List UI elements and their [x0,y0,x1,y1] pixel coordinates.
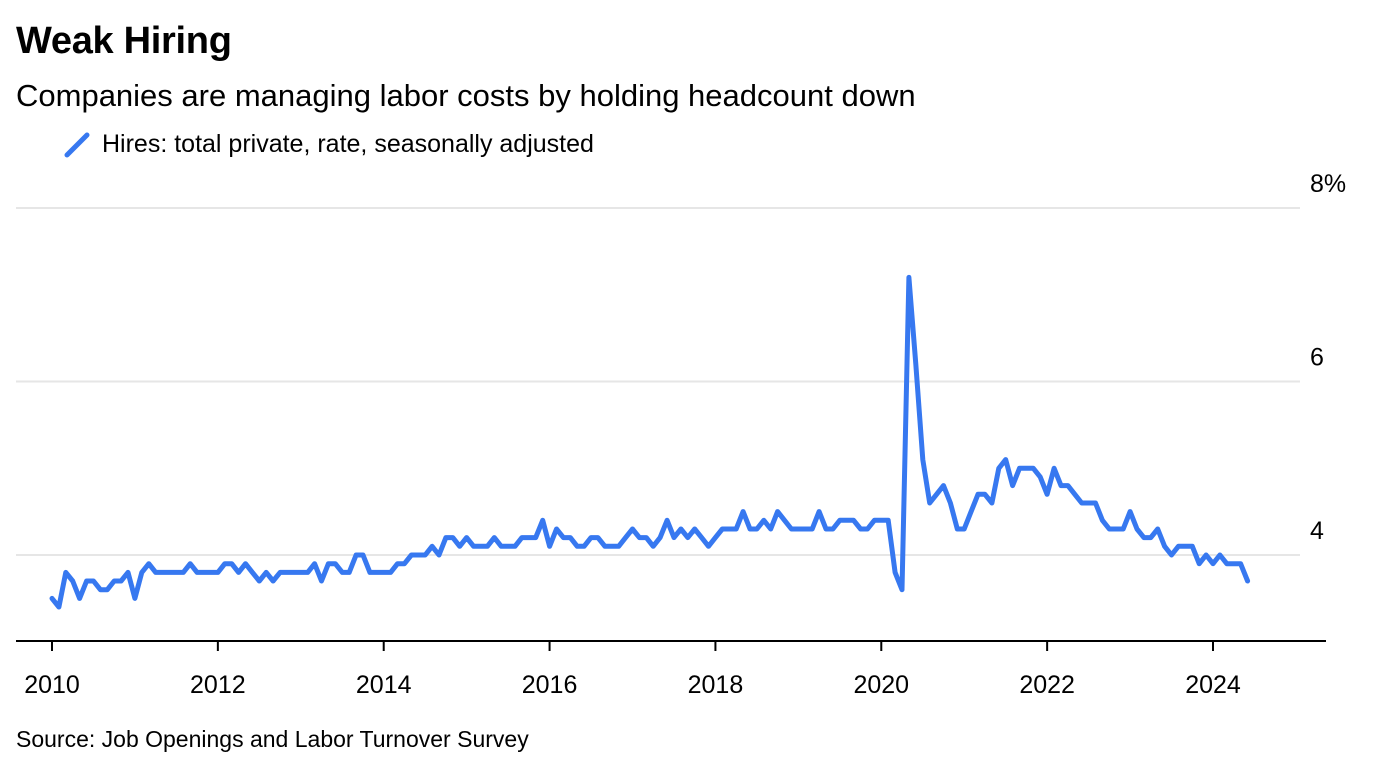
legend: Hires: total private, rate, seasonally a… [64,130,594,159]
y-tick-label: 4 [1310,517,1324,545]
chart-title: Weak Hiring [16,20,232,62]
legend-swatch-icon [64,132,90,157]
x-tick-label: 2010 [24,671,80,699]
x-tick-label: 2022 [1019,671,1075,699]
x-tick-label: 2014 [356,671,412,699]
x-tick-label: 2024 [1185,671,1241,699]
x-tick-label: 2018 [688,671,744,699]
x-tick-label: 2012 [190,671,246,699]
x-tick-label: 2016 [522,671,578,699]
series-line-hires [49,274,1251,610]
x-tick-label: 2020 [853,671,909,699]
y-tick-label: 8% [1310,170,1346,198]
chart-subtitle: Companies are managing labor costs by ho… [16,78,916,113]
source-note: Source: Job Openings and Labor Turnover … [16,726,529,752]
legend-label: Hires: total private, rate, seasonally a… [102,130,594,158]
y-tick-label: 6 [1310,344,1324,372]
